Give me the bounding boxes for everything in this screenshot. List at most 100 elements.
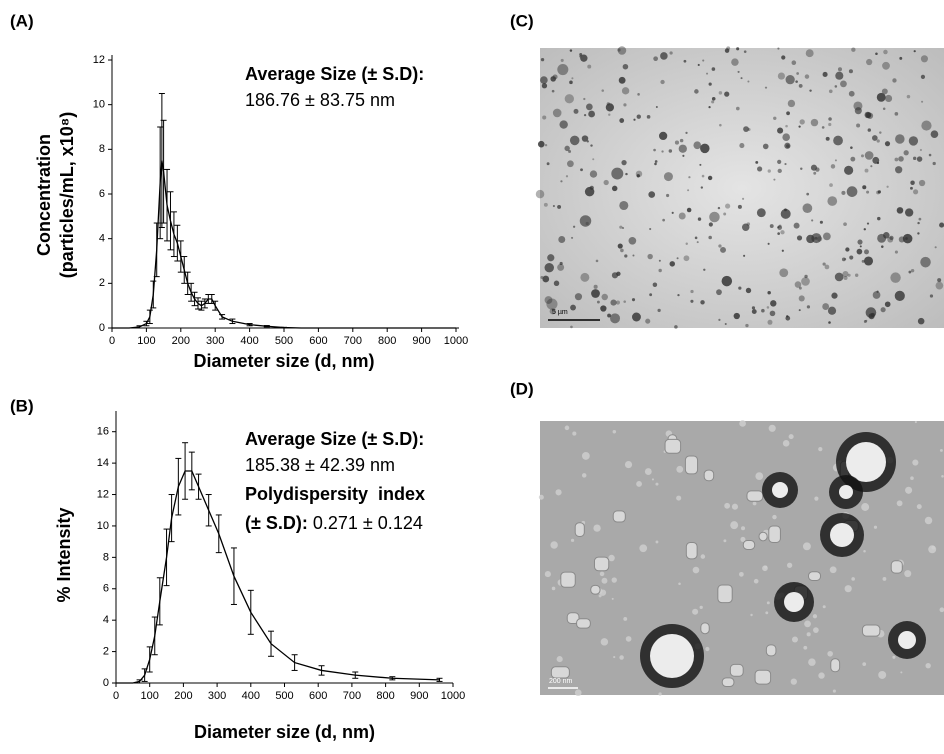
y-tick-label: 2 — [99, 277, 105, 289]
particle — [850, 157, 855, 162]
particle — [633, 119, 635, 121]
particle — [570, 305, 576, 311]
particle — [582, 452, 590, 460]
scale-bar-label: 5 µm — [552, 309, 568, 316]
particle — [618, 243, 623, 248]
particle — [829, 89, 833, 93]
particle — [890, 272, 900, 282]
particle — [705, 647, 709, 651]
y-tick-label: 0 — [103, 677, 109, 689]
particle — [542, 115, 546, 119]
particle — [694, 89, 699, 94]
particle — [591, 289, 600, 298]
particle — [905, 208, 913, 216]
particle — [800, 167, 802, 169]
particle — [736, 107, 740, 111]
particle — [600, 572, 605, 577]
particle — [835, 159, 837, 161]
particle — [700, 300, 704, 304]
x-tick-label: 100 — [137, 335, 155, 347]
error-bar — [248, 590, 254, 634]
particle — [822, 126, 825, 129]
particle — [767, 291, 770, 294]
particle — [679, 145, 687, 153]
particle — [590, 170, 597, 177]
particle — [676, 466, 683, 473]
particle — [809, 89, 811, 91]
particle — [687, 208, 692, 213]
particle — [557, 205, 561, 209]
particle — [672, 212, 674, 214]
particle — [654, 163, 657, 166]
particle — [570, 49, 572, 51]
particle — [881, 245, 884, 248]
particle — [700, 606, 703, 609]
particle — [787, 563, 792, 568]
particle — [711, 100, 714, 103]
annotation: 185.38 ± 42.39 nm — [245, 455, 395, 475]
particle — [718, 585, 732, 603]
particle — [842, 271, 848, 277]
particle — [545, 144, 547, 146]
particle — [653, 56, 658, 61]
particle — [833, 136, 843, 146]
error-bar — [195, 298, 201, 309]
particle — [913, 157, 916, 160]
particle — [917, 222, 919, 224]
particle — [571, 77, 573, 79]
y-tick-label: 14 — [97, 457, 109, 469]
particle — [874, 526, 877, 529]
particle — [784, 143, 790, 149]
particle — [725, 203, 730, 208]
particle — [553, 109, 562, 118]
particle — [911, 269, 914, 272]
particle — [600, 589, 606, 595]
particle — [574, 109, 579, 114]
x-tick-label: 500 — [275, 335, 293, 347]
particle — [939, 223, 944, 228]
particle — [625, 461, 632, 468]
particle — [786, 75, 795, 84]
particle — [856, 123, 860, 127]
error-bar — [268, 631, 274, 656]
particle — [861, 503, 869, 511]
particle — [940, 449, 943, 452]
particle — [737, 71, 739, 73]
particle — [792, 60, 797, 65]
particle — [913, 189, 918, 194]
particle — [777, 226, 779, 228]
particle — [811, 219, 813, 221]
particle — [594, 285, 598, 289]
particle — [637, 93, 640, 96]
particle — [827, 196, 837, 206]
particle — [794, 223, 800, 229]
particle — [577, 619, 591, 628]
particle — [677, 257, 679, 259]
y-tick-label: 12 — [93, 54, 105, 66]
particle — [767, 306, 770, 309]
particle — [855, 107, 862, 114]
particle — [871, 313, 875, 317]
particle — [781, 209, 791, 219]
particle — [680, 139, 683, 142]
particle — [690, 300, 693, 303]
particle — [686, 243, 688, 245]
particle — [857, 249, 863, 255]
particle — [542, 276, 549, 283]
particle — [895, 251, 898, 254]
particle — [895, 112, 899, 116]
particle — [831, 164, 835, 168]
particle — [545, 263, 554, 272]
particle — [544, 203, 548, 207]
particle — [552, 587, 556, 591]
particle — [632, 313, 641, 322]
particle — [745, 324, 748, 327]
x-tick-label: 400 — [242, 690, 260, 702]
particle — [877, 217, 880, 220]
particle — [690, 290, 693, 293]
particle — [557, 264, 564, 271]
particle — [708, 236, 712, 240]
particle — [652, 478, 654, 480]
y-axis-title: (particles/mL, x10⁸) — [57, 112, 77, 279]
particle — [679, 213, 686, 220]
